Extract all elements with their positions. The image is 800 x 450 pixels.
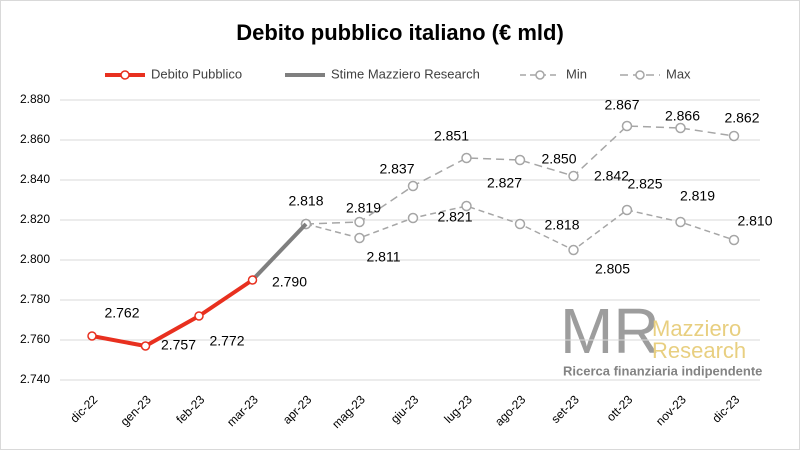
y-tick-label: 2.740: [20, 372, 50, 386]
y-tick-label: 2.820: [20, 212, 50, 226]
data-label: 2.821: [437, 209, 472, 225]
series-line: [305, 125, 735, 225]
watermark-name: Mazziero: [652, 316, 741, 341]
point-marker: [354, 232, 365, 244]
point-marker: [354, 216, 365, 228]
legend-label: Max: [666, 66, 691, 81]
y-tick-label: 2.840: [20, 172, 50, 186]
y-tick-label: 2.760: [20, 332, 50, 346]
data-label: 2.810: [737, 213, 772, 229]
point-marker: [247, 275, 258, 285]
point-marker: [461, 152, 472, 164]
series-line: [91, 278, 254, 348]
legend-label: Min: [566, 66, 587, 81]
data-label: 2.825: [627, 176, 662, 192]
point-marker: [407, 212, 419, 224]
data-label: 2.818: [544, 217, 579, 233]
data-label: 2.842: [594, 168, 629, 184]
point-marker: [407, 180, 419, 192]
legend-label: Debito Pubblico: [151, 66, 242, 81]
data-label: 2.805: [595, 261, 630, 277]
point-marker: [87, 331, 97, 341]
point-marker: [621, 204, 633, 216]
point-marker: [461, 200, 472, 212]
y-tick-label: 2.800: [20, 252, 50, 266]
data-label: 2.851: [434, 128, 469, 144]
point-marker: [621, 120, 633, 132]
data-label: 2.850: [541, 151, 576, 167]
point-marker: [728, 234, 740, 246]
data-label: 2.867: [604, 97, 639, 113]
y-tick-label: 2.780: [20, 292, 50, 306]
chart-title: Debito pubblico italiano (€ mld): [236, 20, 564, 45]
data-label: 2.862: [724, 110, 759, 126]
watermark-name: Research: [652, 338, 746, 363]
data-label: 2.818: [288, 193, 323, 209]
point-marker: [140, 341, 151, 351]
watermark: MR Mazziero Research Ricerca finanziaria…: [560, 295, 762, 379]
series-line: [251, 222, 308, 282]
legend-marker: [120, 70, 130, 80]
data-label: 2.827: [487, 175, 522, 191]
point-marker: [728, 130, 740, 142]
data-label: 2.772: [209, 333, 244, 349]
point-marker: [675, 216, 686, 228]
data-label: 2.762: [104, 305, 139, 321]
data-label: 2.866: [665, 108, 700, 124]
data-label: 2.757: [161, 337, 196, 353]
watermark-logo: MR: [560, 295, 660, 367]
point-marker: [514, 154, 526, 166]
watermark-tagline: Ricerca finanziaria indipendente: [563, 363, 762, 378]
point-marker: [675, 122, 686, 134]
y-tick-label: 2.880: [20, 92, 50, 106]
data-label: 2.837: [379, 161, 414, 177]
point-marker: [568, 244, 579, 256]
y-tick-label: 2.860: [20, 132, 50, 146]
point-marker: [194, 311, 204, 321]
legend-marker: [535, 70, 545, 80]
data-label: 2.819: [680, 188, 715, 204]
point-marker: [568, 170, 579, 182]
legend-label: Stime Mazziero Research: [331, 66, 480, 81]
data-label: 2.790: [272, 274, 307, 290]
legend-marker: [635, 70, 645, 80]
data-label: 2.811: [367, 249, 401, 265]
data-label: 2.819: [346, 200, 381, 216]
point-marker: [514, 218, 526, 230]
